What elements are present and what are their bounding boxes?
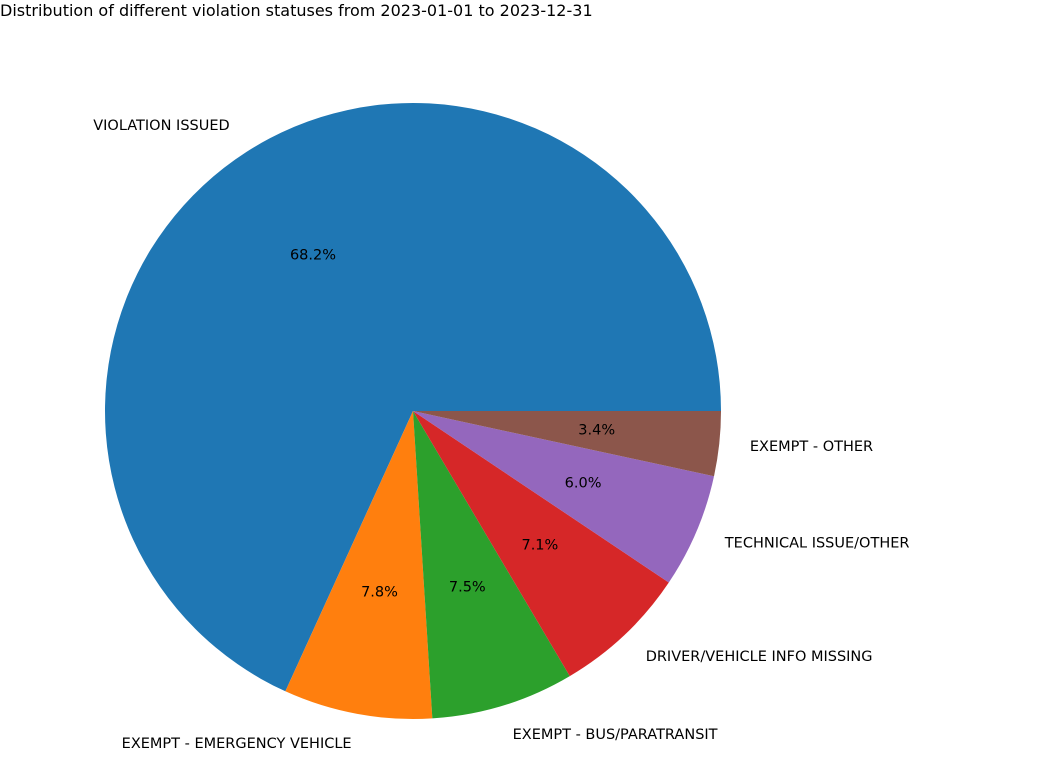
pct-label-exempt-other: 3.4%: [578, 423, 615, 439]
pie-slice-driver-vehicle-info-missing: [413, 411, 669, 677]
pie-slice-technical-issue-other: [413, 411, 714, 583]
slice-label-technical-issue-other: TECHNICAL ISSUE/OTHER: [724, 536, 910, 552]
slice-label-violation-issued: VIOLATION ISSUED: [93, 118, 229, 134]
slice-label-exempt-emergency-vehicle: EXEMPT - EMERGENCY VEHICLE: [122, 736, 352, 752]
pie-labels: 68.2% VIOLATION ISSUED 7.8% EXEMPT - EMERGE…: [93, 118, 909, 752]
pie-slice-violation-issued: [104, 102, 721, 692]
pie-slice-exempt-emergency-vehicle: [285, 411, 433, 719]
pct-label-driver-vehicle-info-missing: 7.1%: [521, 537, 558, 553]
slice-label-exempt-bus-paratransit: EXEMPT - BUS/PARATRANSIT: [513, 727, 718, 743]
pie-slice-exempt-other: [413, 411, 721, 477]
pie-slice-exempt-bus-paratransit: [413, 411, 570, 719]
chart-title: Distribution of different violation stat…: [0, 1, 593, 20]
pct-label-exempt-bus-paratransit: 7.5%: [449, 580, 486, 596]
pct-label-violation-issued: 68.2%: [290, 248, 336, 264]
pie-slices: [104, 102, 721, 719]
slice-label-driver-vehicle-info-missing: DRIVER/VEHICLE INFO MISSING: [646, 649, 873, 665]
pct-label-exempt-emergency-vehicle: 7.8%: [361, 585, 398, 601]
pct-label-technical-issue-other: 6.0%: [565, 475, 602, 491]
slice-label-exempt-other: EXEMPT - OTHER: [750, 439, 873, 455]
